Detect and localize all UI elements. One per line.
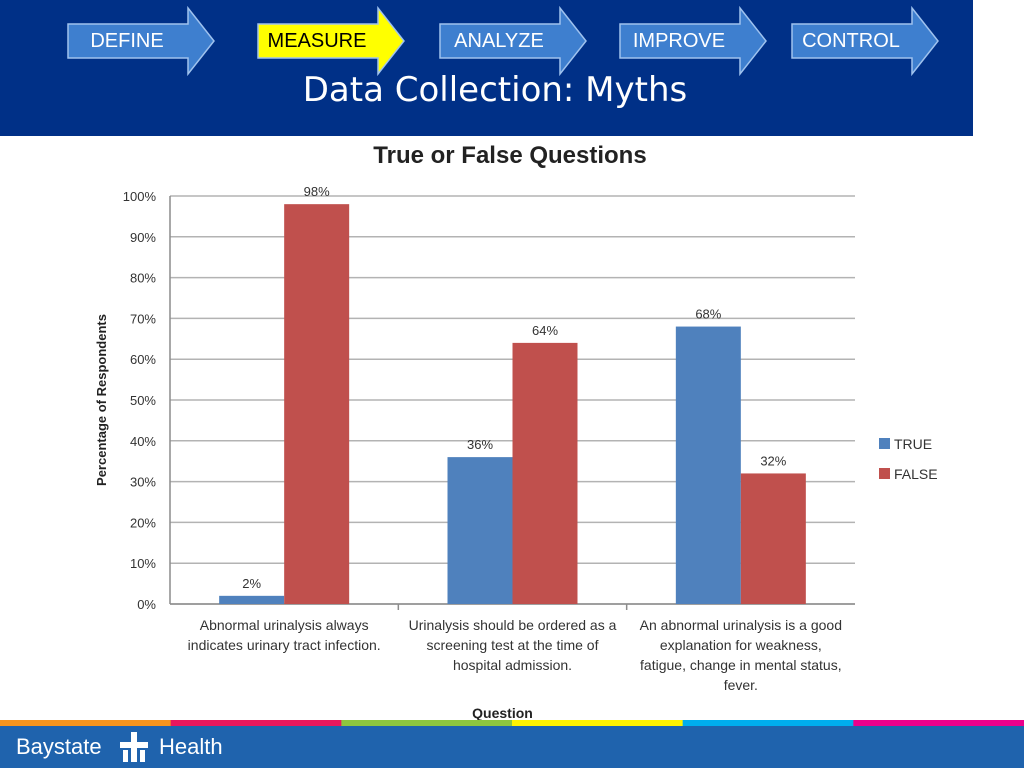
page-title: Data Collection: Myths xyxy=(302,70,688,110)
x-category-label: An abnormal urinalysis is a good explanat… xyxy=(640,617,842,693)
color-strip-segment xyxy=(170,720,343,726)
step-label: IMPROVE xyxy=(632,30,726,52)
footer-bar: Baystate Health xyxy=(0,726,1024,768)
bar-true xyxy=(675,326,741,604)
step-label: ANALYZE xyxy=(454,30,544,52)
y-tick-label: 80% xyxy=(130,271,156,286)
y-tick-label: 0% xyxy=(137,597,156,612)
x-category-label: Urinalysis should be ordered as a screeni… xyxy=(409,617,617,673)
bar-true xyxy=(447,457,513,604)
legend-label: TRUE xyxy=(894,436,932,452)
data-label: 36% xyxy=(467,437,493,452)
y-tick-label: 30% xyxy=(130,475,156,490)
baystate-logo-icon xyxy=(120,732,148,762)
step-define[interactable]: DEFINE xyxy=(66,6,216,76)
data-label: 98% xyxy=(304,184,330,199)
color-strip-segment xyxy=(853,720,1024,726)
chart-title: True or False Questions xyxy=(373,142,647,169)
step-control[interactable]: CONTROL xyxy=(790,6,940,76)
data-label: 2% xyxy=(242,576,261,591)
step-analyze[interactable]: ANALYZE xyxy=(438,6,588,76)
bar-false xyxy=(740,473,806,604)
legend-swatch-false xyxy=(879,468,890,479)
color-strip-segment xyxy=(682,720,855,726)
step-label: MEASURE xyxy=(267,30,367,52)
bar-chart: 0% 10% 20% 30% 40% 50% 60% 70% 80% 90% 100% 2% 98% Ab… xyxy=(94,184,938,720)
y-tick-label: 20% xyxy=(130,515,156,530)
y-tick-label: 50% xyxy=(130,393,156,408)
data-label: 64% xyxy=(532,323,558,338)
color-strip-segment xyxy=(512,720,684,726)
bar-true xyxy=(219,595,285,604)
legend-label: FALSE xyxy=(894,466,938,482)
header-banner: DEFINE MEASURE ANALYZE IMPROVE CONTROL Data … xyxy=(0,0,973,136)
color-strip-segment xyxy=(341,720,513,726)
data-label: 68% xyxy=(695,307,721,322)
x-axis-title: Question xyxy=(472,705,533,720)
footer-color-strip xyxy=(0,720,1024,726)
legend-swatch-true xyxy=(879,438,890,449)
step-improve[interactable]: IMPROVE xyxy=(618,6,768,76)
step-label: DEFINE xyxy=(90,30,164,52)
brand-name-left: Baystate xyxy=(16,734,102,759)
color-strip-segment xyxy=(0,720,172,726)
y-tick-label: 90% xyxy=(130,230,156,245)
x-category-label: Abnormal urinalysis always indicates urin… xyxy=(188,617,381,653)
y-tick-label: 10% xyxy=(130,556,156,571)
y-tick-label: 60% xyxy=(130,352,156,367)
step-label: CONTROL xyxy=(802,30,900,52)
y-axis-title: Percentage of Respondents xyxy=(94,314,109,486)
brand-name-right: Health xyxy=(159,734,223,759)
bar-false xyxy=(284,204,350,604)
y-tick-label: 100% xyxy=(123,189,157,204)
data-label: 32% xyxy=(760,453,786,468)
y-tick-label: 70% xyxy=(130,311,156,326)
y-tick-label: 40% xyxy=(130,434,156,449)
bar-false xyxy=(512,342,578,604)
step-measure[interactable]: MEASURE xyxy=(256,6,406,76)
